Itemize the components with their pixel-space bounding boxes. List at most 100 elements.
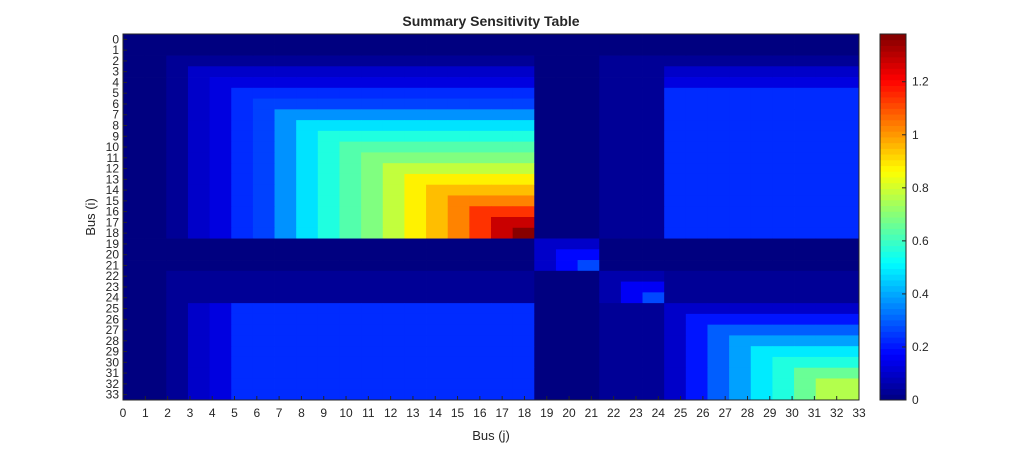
heatmap-cell — [642, 184, 665, 196]
heatmap-cell — [447, 389, 470, 401]
heatmap-cell — [187, 120, 210, 132]
heatmap-cell — [620, 55, 643, 67]
heatmap-cell — [620, 98, 643, 110]
heatmap-cell — [577, 367, 600, 379]
heatmap-cell — [599, 163, 622, 175]
heatmap-cell — [296, 141, 319, 153]
heatmap-cell — [534, 152, 557, 164]
heatmap-cell — [555, 367, 578, 379]
heatmap-cell — [144, 303, 167, 315]
heatmap-cell — [577, 152, 600, 164]
heatmap-cell — [404, 141, 427, 153]
heatmap-cell — [577, 356, 600, 369]
heatmap-cell — [166, 206, 189, 218]
heatmap-cell — [750, 98, 773, 110]
heatmap-cell — [187, 66, 210, 78]
y-axis-label: Bus (i) — [83, 198, 98, 236]
heatmap-cell — [469, 367, 492, 379]
heatmap-cell — [382, 163, 405, 175]
heatmap-cell — [837, 335, 860, 347]
heatmap-cell — [491, 77, 514, 89]
colorbar-segment — [880, 234, 906, 241]
heatmap-cell — [447, 324, 470, 336]
heatmap-cell — [729, 378, 752, 390]
colorbar-segment — [880, 319, 906, 327]
heatmap-cell — [317, 66, 340, 78]
heatmap-cell — [426, 34, 449, 46]
heatmap-cell — [447, 130, 470, 143]
heatmap-cell — [187, 378, 210, 390]
heatmap-cell — [599, 249, 622, 261]
heatmap-cell — [772, 346, 795, 358]
x-axis-label: Bus (j) — [472, 428, 510, 443]
heatmap-cell — [166, 184, 189, 196]
colorbar-segment — [880, 102, 906, 109]
heatmap-cell — [361, 66, 384, 78]
heatmap-cell — [534, 356, 557, 369]
heatmap-cell — [382, 378, 405, 390]
heatmap-cell — [361, 163, 384, 175]
x-tick-label: 6 — [253, 406, 260, 420]
heatmap-cell — [252, 281, 275, 293]
heatmap-cell — [642, 173, 665, 186]
heatmap-cell — [729, 335, 752, 347]
heatmap-cell — [664, 389, 687, 401]
heatmap-cell — [339, 378, 362, 390]
heatmap-cell — [382, 98, 405, 110]
y-tick-label: 30 — [106, 355, 120, 369]
heatmap-cell — [577, 141, 600, 153]
heatmap-cell — [274, 389, 297, 401]
heatmap-cell — [317, 313, 340, 326]
heatmap-cell — [685, 281, 708, 293]
heatmap-cell — [512, 195, 535, 207]
heatmap-cell — [447, 313, 470, 326]
heatmap-cell — [534, 389, 557, 401]
heatmap-cell — [252, 217, 275, 229]
heatmap-cell — [837, 152, 860, 164]
heatmap-cell — [534, 346, 557, 358]
colorbar-segment — [880, 211, 906, 218]
heatmap-cell — [685, 324, 708, 336]
heatmap-cell — [187, 195, 210, 207]
heatmap-cell — [231, 324, 254, 336]
heatmap-cell — [209, 87, 232, 99]
heatmap-cell — [252, 55, 275, 67]
heatmap-cell — [837, 227, 860, 239]
heatmap-cell — [231, 66, 254, 78]
heatmap-cell — [794, 324, 817, 336]
heatmap-cell — [187, 303, 210, 315]
heatmap-cell — [815, 367, 838, 379]
colorbar-segment — [880, 182, 906, 189]
heatmap-cell — [664, 55, 687, 67]
heatmap-cell — [555, 173, 578, 186]
heatmap-cell — [729, 313, 752, 326]
heatmap-cell — [707, 356, 730, 369]
colorbar-segment — [880, 217, 906, 224]
heatmap-cell — [447, 292, 470, 304]
heatmap-cell — [382, 87, 405, 99]
heatmap-cell — [555, 227, 578, 239]
heatmap-cell — [642, 34, 665, 46]
heatmap-cell — [491, 227, 514, 239]
heatmap-cell — [729, 141, 752, 153]
heatmap-cell — [707, 77, 730, 89]
heatmap-cell — [772, 206, 795, 218]
heatmap-cell — [491, 206, 514, 218]
heatmap-cell — [555, 356, 578, 369]
heatmap-cell — [815, 87, 838, 99]
heatmap-cell — [209, 335, 232, 347]
heatmap-cell — [447, 44, 470, 56]
heatmap-cell — [750, 120, 773, 132]
y-tick-label: 15 — [106, 194, 120, 208]
heatmap-cell — [231, 260, 254, 272]
heatmap-cell — [447, 163, 470, 175]
heatmap-cell — [426, 120, 449, 132]
heatmap-cell — [642, 303, 665, 315]
colorbar-segment — [880, 125, 906, 132]
heatmap-cell — [166, 195, 189, 207]
heatmap-cell — [166, 66, 189, 78]
y-tick-label: 3 — [112, 65, 119, 79]
heatmap-cell — [772, 141, 795, 153]
heatmap-cell — [707, 389, 730, 401]
